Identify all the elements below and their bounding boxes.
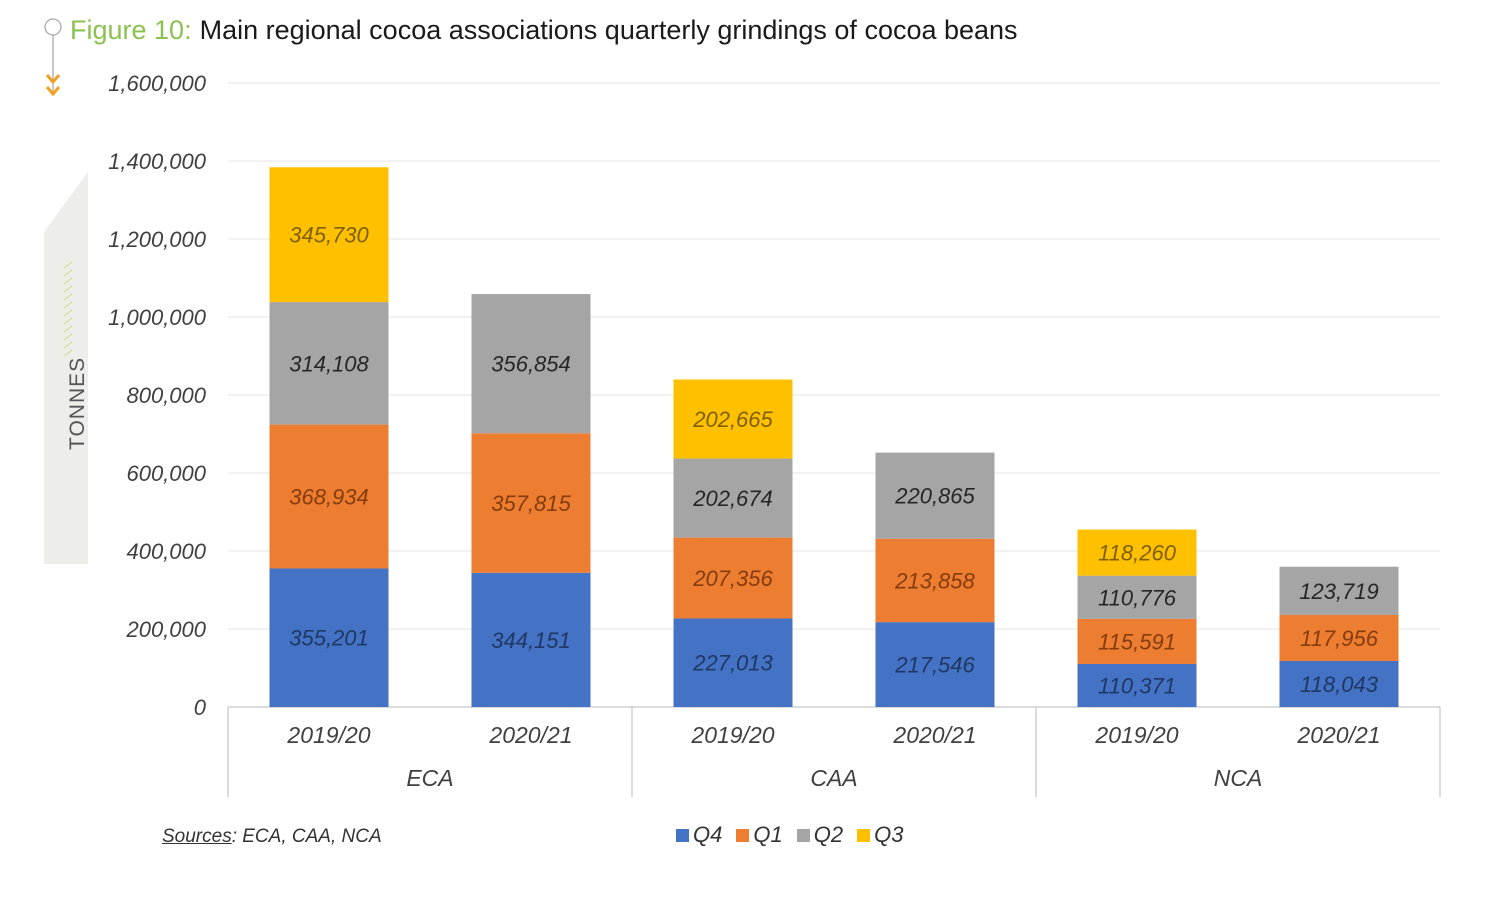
data-label: 217,546 — [894, 653, 975, 678]
x-tick-label: 2019/20 — [286, 722, 370, 748]
bar-segment-q1 — [673, 537, 793, 619]
data-label: 344,151 — [491, 628, 571, 653]
bar-segment-q2 — [471, 294, 591, 434]
x-tick-label: 2020/21 — [892, 722, 976, 748]
y-tick-label: 800,000 — [126, 383, 206, 408]
figure-number: Figure 10: — [70, 14, 192, 45]
sources-label: Sources — [162, 826, 232, 847]
x-tick-label: 2020/21 — [1296, 722, 1380, 748]
bar-segment-q2 — [673, 458, 793, 538]
bar-segment-q2 — [1077, 575, 1197, 619]
y-tick-label: 1,600,000 — [108, 71, 207, 96]
legend-label: Q1 — [753, 822, 783, 847]
y-axis-label-band — [44, 172, 88, 564]
figure-marker-icon — [44, 18, 62, 97]
data-label: 123,719 — [1299, 579, 1379, 604]
bar-segment-q1 — [269, 424, 389, 569]
group-label: NCA — [1214, 765, 1263, 791]
bar-segment-q3 — [673, 379, 793, 459]
bar-segment-q4 — [673, 618, 793, 707]
y-tick-label: 1,200,000 — [108, 227, 207, 252]
y-tick-label: 0 — [194, 695, 207, 720]
bar-segment-q4 — [1077, 663, 1197, 707]
legend-swatch — [676, 828, 689, 842]
bar-segment-q1 — [1279, 614, 1399, 661]
bar-segment-q1 — [471, 433, 591, 573]
y-tick-label: 1,400,000 — [108, 149, 207, 174]
data-label: 213,858 — [894, 568, 975, 593]
x-tick-label: 2019/20 — [690, 722, 774, 748]
data-label: 220,865 — [894, 484, 975, 509]
bar-segment-q4 — [269, 568, 389, 707]
legend-label: Q3 — [874, 822, 904, 847]
data-label: 345,730 — [289, 223, 369, 248]
y-tick-label: 400,000 — [126, 539, 206, 564]
bar-segment-q3 — [269, 167, 389, 303]
data-label: 110,776 — [1098, 585, 1177, 610]
figure-title: Figure 10: Main regional cocoa associati… — [44, 12, 1018, 48]
data-label: 355,201 — [289, 626, 369, 651]
figure-title-text: Main regional cocoa associations quarter… — [199, 14, 1018, 45]
legend-item-q1: Q1 — [736, 822, 783, 848]
legend-swatch — [736, 828, 750, 842]
data-label: 356,854 — [491, 352, 571, 377]
sources-note: Sources: ECA, CAA, NCA — [162, 826, 382, 848]
bar-segment-q4 — [1279, 660, 1399, 707]
bar-segment-q2 — [875, 452, 995, 539]
group-label: CAA — [810, 765, 857, 791]
bar-segment-q3 — [1077, 529, 1197, 576]
hatch-decoration — [63, 261, 73, 357]
data-label: 117,956 — [1300, 626, 1379, 651]
data-label: 368,934 — [289, 485, 369, 510]
group-label: ECA — [406, 765, 453, 791]
bar-segment-q4 — [471, 572, 591, 707]
bar-segment-q4 — [875, 622, 995, 707]
x-tick-label: 2020/21 — [488, 722, 572, 748]
legend-item-q2: Q2 — [796, 822, 844, 848]
legend-item-q3: Q3 — [857, 822, 903, 848]
x-tick-label: 2019/20 — [1094, 722, 1178, 748]
y-tick-label: 600,000 — [126, 461, 206, 486]
legend-item-q4: Q4 — [676, 822, 722, 848]
data-label: 207,356 — [692, 566, 773, 591]
bar-segment-q2 — [269, 302, 389, 425]
data-label: 227,013 — [692, 651, 773, 676]
legend-swatch — [857, 828, 871, 842]
legend-swatch — [796, 828, 810, 842]
legend-label: Q2 — [813, 822, 844, 847]
data-label: 357,815 — [491, 491, 571, 516]
data-label: 314,108 — [289, 351, 369, 376]
data-label: 118,043 — [1300, 672, 1379, 697]
data-label: 110,371 — [1098, 673, 1176, 698]
data-label: 202,665 — [692, 407, 773, 432]
data-label: 118,260 — [1098, 541, 1177, 566]
legend-label: Q4 — [693, 822, 723, 847]
bar-segment-q2 — [1279, 566, 1399, 615]
data-label: 202,674 — [692, 486, 773, 511]
data-label: 115,591 — [1098, 629, 1176, 654]
sources-text: : ECA, CAA, NCA — [231, 826, 382, 847]
bar-segment-q1 — [875, 538, 995, 623]
y-tick-label: 200,000 — [125, 617, 206, 642]
legend: Q4 Q1 Q2 Q3 — [676, 822, 903, 848]
y-tick-label: 1,000,000 — [108, 305, 207, 330]
bar-segment-q1 — [1077, 618, 1197, 664]
